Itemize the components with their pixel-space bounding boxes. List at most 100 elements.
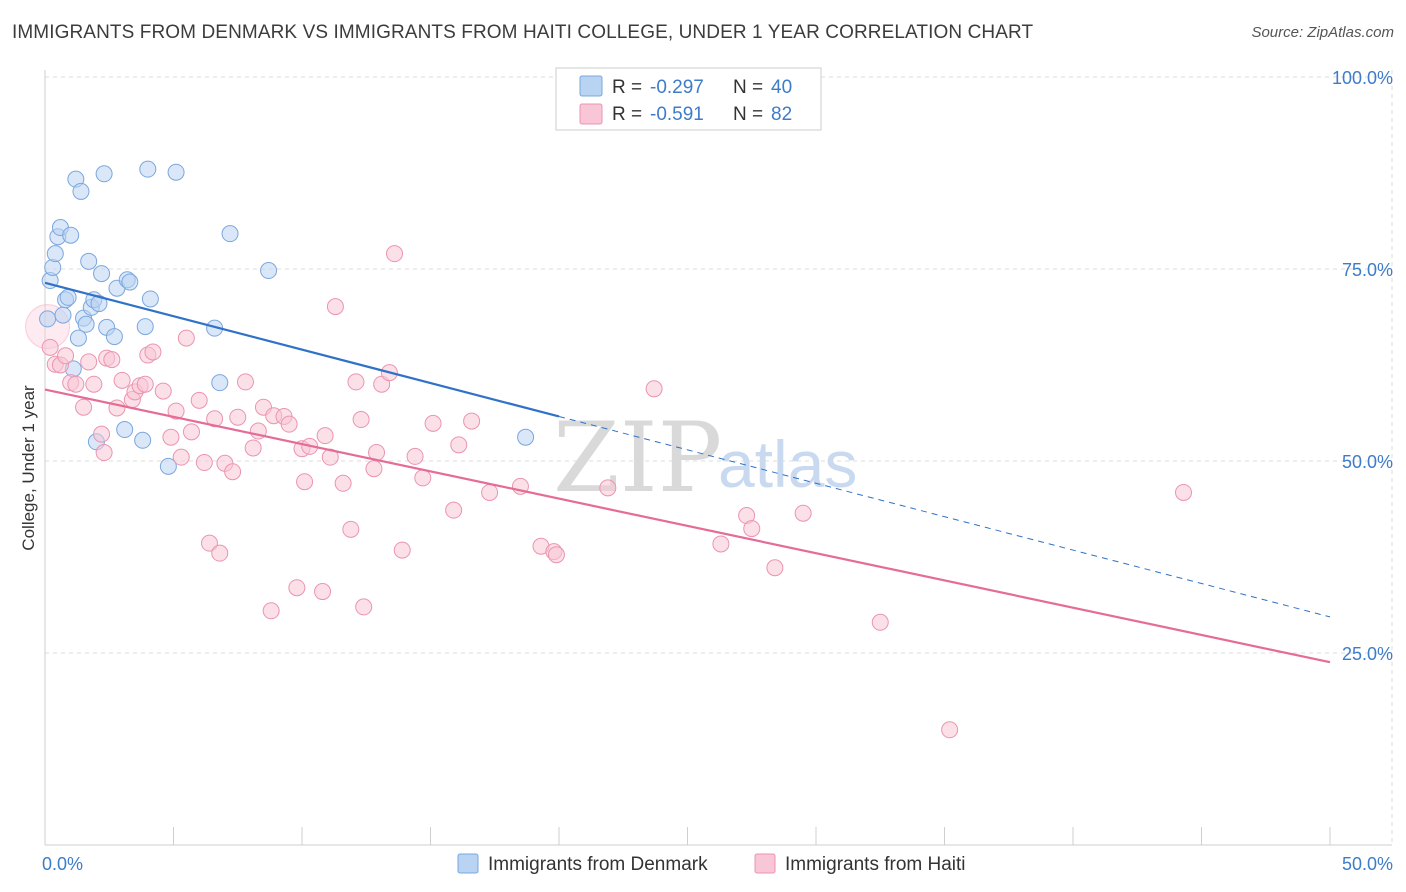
point-haiti-9 — [93, 425, 111, 443]
point-haiti-39 — [262, 602, 280, 620]
legend-r-label-haiti: R = — [612, 104, 642, 125]
point-haiti-36 — [244, 439, 262, 457]
point-haiti-63 — [414, 469, 432, 487]
y-tick-label-1: 75.0% — [1342, 260, 1393, 280]
point-denmark-33 — [159, 457, 177, 475]
point-haiti-48 — [316, 427, 334, 445]
point-denmark-21 — [93, 265, 111, 283]
point-denmark-0 — [39, 310, 57, 328]
point-haiti-50 — [326, 298, 344, 316]
point-haiti-42 — [280, 415, 298, 433]
legend-r-label-denmark: R = — [612, 77, 642, 98]
point-haiti-0 — [41, 338, 59, 356]
data-points — [25, 160, 1193, 739]
point-haiti-74 — [645, 380, 663, 398]
point-denmark-30 — [136, 318, 154, 336]
point-haiti-56 — [365, 460, 383, 478]
point-haiti-79 — [794, 504, 812, 522]
point-denmark-16 — [80, 252, 98, 270]
legend-r-value-haiti: -0.591 — [650, 104, 704, 125]
point-haiti-61 — [393, 541, 411, 559]
point-haiti-31 — [211, 544, 229, 562]
point-haiti-23 — [167, 402, 185, 420]
point-denmark-37 — [221, 225, 239, 243]
point-haiti-25 — [177, 329, 195, 347]
point-haiti-54 — [352, 411, 370, 429]
point-haiti-73 — [599, 479, 617, 497]
point-haiti-45 — [296, 473, 314, 491]
point-haiti-68 — [481, 483, 499, 501]
point-denmark-9 — [62, 226, 80, 244]
point-haiti-65 — [445, 501, 463, 519]
point-haiti-6 — [75, 398, 93, 416]
point-denmark-38 — [260, 262, 278, 280]
point-haiti-7 — [80, 353, 98, 371]
point-haiti-81 — [941, 721, 959, 739]
point-denmark-22 — [95, 165, 113, 183]
point-haiti-78 — [766, 559, 784, 577]
point-haiti-10 — [95, 444, 113, 462]
point-haiti-64 — [424, 414, 442, 432]
point-haiti-33 — [224, 463, 242, 481]
point-haiti-12 — [103, 351, 121, 369]
point-haiti-18 — [136, 375, 154, 393]
watermark-atlas: atlas — [718, 427, 857, 501]
x-tick-labels: 0.0% 50.0% — [42, 854, 1393, 874]
point-haiti-80 — [871, 613, 889, 631]
series-legend-label-haiti: Immigrants from Haiti — [785, 854, 966, 875]
point-denmark-2 — [44, 258, 62, 276]
source-label: Source: ZipAtlas.com — [1251, 24, 1394, 41]
point-denmark-12 — [69, 329, 87, 347]
point-denmark-6 — [54, 306, 72, 324]
point-haiti-27 — [190, 391, 208, 409]
point-haiti-14 — [113, 371, 131, 389]
point-haiti-72 — [547, 546, 565, 564]
y-tick-labels: 100.0% 75.0% 50.0% 25.0% — [1332, 68, 1393, 664]
point-denmark-24 — [105, 328, 123, 346]
point-denmark-32 — [141, 290, 159, 308]
point-haiti-13 — [108, 399, 126, 417]
watermark: ZIP atlas — [553, 402, 857, 514]
point-haiti-34 — [229, 408, 247, 426]
legend-n-label-denmark: N = — [733, 77, 763, 98]
point-haiti-5 — [67, 375, 85, 393]
point-denmark-3 — [46, 245, 64, 263]
x-tick-label-1: 50.0% — [1342, 854, 1393, 874]
point-denmark-39 — [517, 428, 535, 446]
point-denmark-26 — [116, 421, 134, 439]
point-denmark-36 — [211, 374, 229, 392]
point-haiti-24 — [172, 448, 190, 466]
y-tick-label-0: 100.0% — [1332, 68, 1393, 88]
y-tick-label-3: 25.0% — [1342, 644, 1393, 664]
point-haiti-21 — [154, 382, 172, 400]
point-haiti-62 — [406, 447, 424, 465]
point-denmark-20 — [90, 295, 108, 313]
trend-line-denmark-extension — [558, 415, 1331, 618]
point-denmark-31 — [139, 160, 157, 178]
point-haiti-52 — [342, 520, 360, 538]
chart-title: IMMIGRANTS FROM DENMARK VS IMMIGRANTS FR… — [12, 22, 1034, 43]
legend-n-value-denmark: 40 — [771, 77, 792, 98]
y-axis-title: College, Under 1 year — [19, 385, 38, 551]
legend-n-label-haiti: N = — [733, 104, 763, 125]
trend-line-haiti — [44, 388, 1331, 664]
series-legend-label-denmark: Immigrants from Denmark — [488, 854, 708, 875]
point-haiti-77 — [743, 520, 761, 538]
series-legend-swatch-denmark — [457, 853, 479, 874]
legend-n-value-haiti: 82 — [771, 104, 792, 125]
series-legend-swatch-haiti — [754, 853, 776, 874]
point-denmark-28 — [121, 273, 139, 291]
point-haiti-30 — [206, 410, 224, 428]
series-legend: Immigrants from Denmark Immigrants from … — [457, 853, 966, 875]
point-haiti-8 — [85, 375, 103, 393]
point-denmark-15 — [77, 315, 95, 333]
point-haiti-51 — [334, 474, 352, 492]
point-haiti-29 — [200, 534, 218, 552]
watermark-zip: ZIP — [553, 402, 722, 514]
axes — [44, 70, 1392, 846]
y-tick-label-2: 50.0% — [1342, 452, 1393, 472]
point-haiti-60 — [386, 245, 404, 263]
point-denmark-8 — [59, 288, 77, 306]
x-tick-label-0: 0.0% — [42, 854, 83, 874]
point-denmark-13 — [72, 182, 90, 200]
